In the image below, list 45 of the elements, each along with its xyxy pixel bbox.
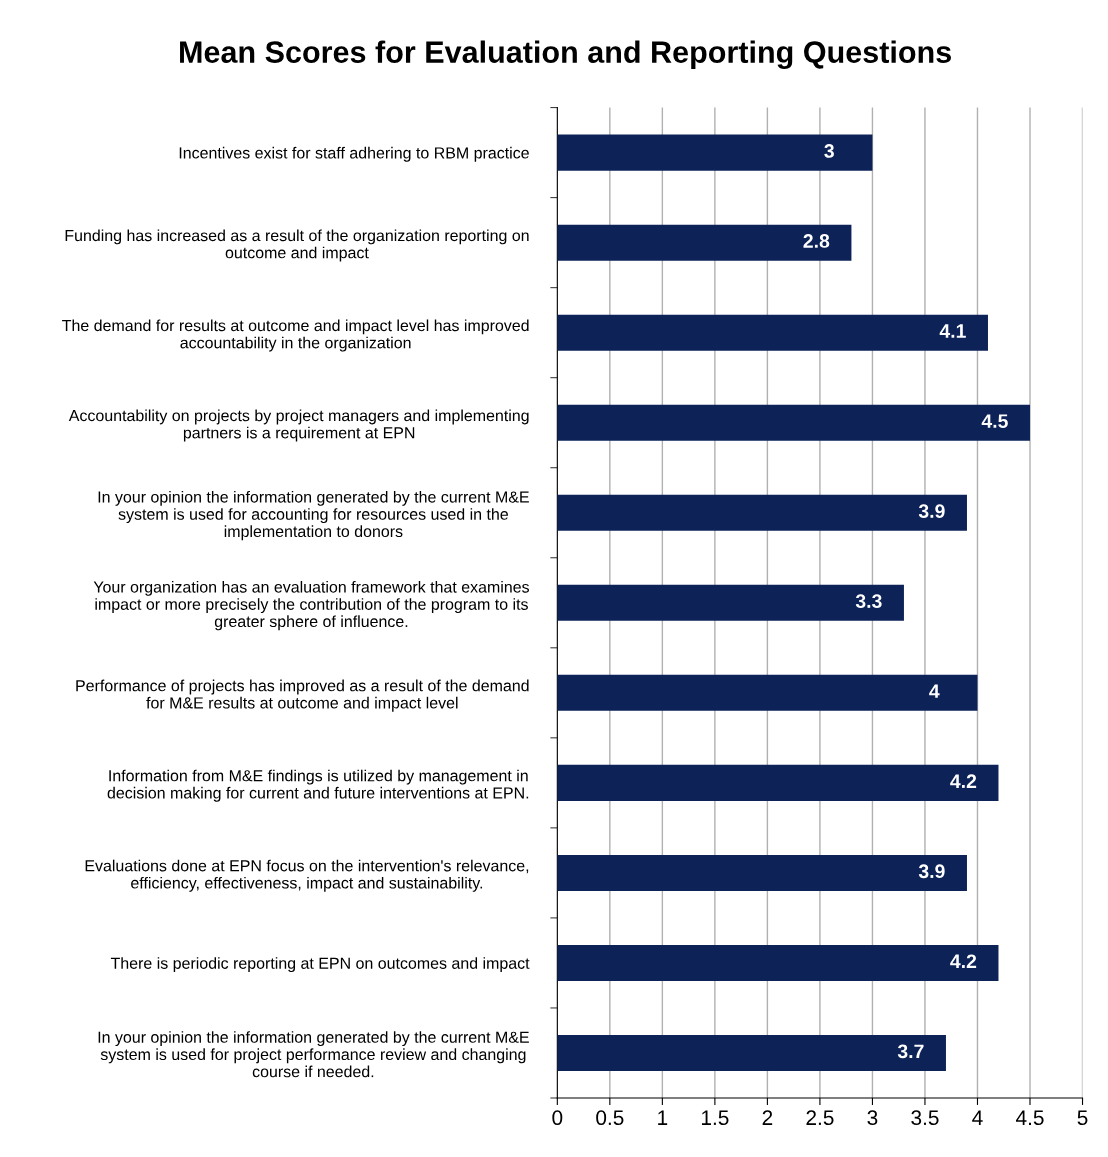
x-tick-label: 1 — [658, 1110, 668, 1125]
data-label: 4.2 — [950, 954, 977, 968]
x-tick-label: 0.5 — [596, 1110, 624, 1126]
x-tick-label: 2.5 — [806, 1110, 834, 1126]
y-tick-label: In your opinion the information generated by the current M&E system is used for project performance review and changing course if needed. — [98, 1031, 529, 1078]
data-label: 3.9 — [918, 504, 945, 519]
data-label: 4.5 — [981, 414, 1008, 428]
bar — [557, 854, 967, 891]
bar — [557, 494, 967, 531]
y-tick-label: Accountability on projects by project managers and implementing partners is a requirement at EPN — [68, 409, 529, 442]
x-tick-label: 3 — [867, 1110, 878, 1126]
y-tick-label: Incentives exist for staff adhering to RBM practice — [179, 146, 529, 162]
x-tick-label: 1.5 — [701, 1110, 729, 1126]
bar — [557, 134, 873, 171]
y-tick-label: Information from M&E findings is utilized by management in decision making for current and future interventions at EPN. — [107, 769, 529, 802]
data-label: 4 — [929, 684, 940, 698]
data-label: 3.7 — [897, 1044, 924, 1059]
y-tick-label: Funding has increased as a result of the organization reporting on outcome and impact — [65, 229, 529, 262]
bar — [557, 404, 1030, 441]
bar — [557, 314, 988, 351]
x-tick-label: 3.5 — [911, 1110, 939, 1126]
x-tick-label: 2 — [762, 1110, 773, 1125]
x-tick-label: 5 — [1077, 1110, 1088, 1126]
bar — [557, 224, 852, 261]
y-tick-label: The demand for results at outcome and impact level has improved accountability in the organization — [62, 319, 529, 352]
y-tick-label: In your opinion the information generated by the current M&E system is used for accounting for resources used in the implementation to donors — [98, 490, 529, 541]
y-tick-label: Your organization has an evaluation framework that examines impact or more precisely the contribution of the program to its greater sphere of influence. — [93, 580, 529, 631]
y-tick-label: There is periodic reporting at EPN on outcomes and impact — [110, 957, 530, 973]
data-label: 4.1 — [939, 324, 966, 338]
data-label: 3.9 — [918, 864, 945, 879]
data-label: 4.2 — [950, 774, 977, 788]
bar — [557, 764, 999, 801]
y-tick-label: Performance of projects has improved as a result of the demand for M&E results at outcome and impact level — [76, 679, 529, 712]
y-tick-label: Evaluations done at EPN focus on the intervention's relevance, efficiency, effectiveness, impact and sustainability. — [85, 859, 529, 892]
data-label: 3 — [824, 144, 834, 158]
data-label: 2.8 — [803, 234, 830, 248]
bar — [557, 674, 978, 711]
x-tick-label: 4.5 — [1016, 1110, 1044, 1126]
x-tick-label: 4 — [972, 1110, 983, 1125]
bar — [557, 1034, 946, 1071]
data-label: 3.3 — [855, 594, 882, 609]
x-tick-label: 0 — [552, 1110, 563, 1126]
bar — [557, 944, 999, 981]
chart-title: Mean Scores for Evaluation and Reporting Questions — [180, 40, 951, 70]
bar — [557, 584, 904, 621]
